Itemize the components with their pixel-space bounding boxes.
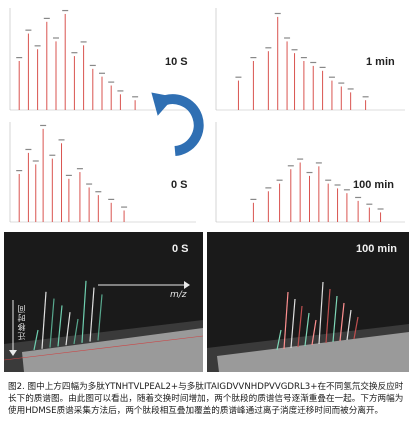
- mobility-peak: [57, 305, 63, 347]
- mobility-panel-100min: 100 min: [207, 232, 409, 372]
- spectrum-panel-10s: 10 S: [4, 4, 200, 116]
- spectrum-peak-tick: [132, 96, 139, 98]
- spectrum-peak-tick: [291, 49, 298, 51]
- spectrum-peak-tick: [300, 57, 307, 59]
- spectrum-peak-tick: [76, 168, 83, 170]
- spectrum-peak-tick: [86, 183, 93, 185]
- spectrum-peak-tick: [58, 139, 65, 141]
- mobility-panel-0s: 0 S m/z 迁移时间: [4, 232, 203, 372]
- mobility-plot-0s: [4, 280, 203, 372]
- spectrum-peak-tick: [89, 64, 96, 67]
- spectrum-plot-10s: [9, 8, 196, 111]
- spectrum-peak-tick: [328, 76, 335, 78]
- spectrum-peak-tick: [80, 41, 87, 43]
- cycle-arrow-icon: [145, 79, 207, 167]
- mobility-peak: [297, 305, 303, 348]
- spectrum-peak-tick: [121, 206, 128, 208]
- spectrum-peak-tick: [108, 198, 115, 200]
- spectrum-peak-tick: [99, 72, 105, 74]
- spectrum-peak-tick: [343, 189, 350, 191]
- mobility-peak: [339, 302, 345, 342]
- spectrum-peak-tick: [108, 81, 115, 83]
- mz-axis-arrow-icon: [98, 281, 190, 289]
- timepoint-label-mobility-100min: 100 min: [356, 243, 397, 255]
- spectrum-peak-tick: [71, 52, 78, 54]
- spectrum-peak-tick: [53, 37, 59, 39]
- mobility-peak: [89, 287, 95, 342]
- spectrum-peak-tick: [287, 165, 294, 167]
- mobility-peak: [97, 294, 103, 341]
- spectrum-peak-tick: [284, 37, 291, 39]
- spectrum-peak-tick: [310, 61, 317, 64]
- spectrum-peak-tick: [347, 88, 354, 90]
- spectrum-peak-tick: [250, 198, 257, 200]
- drift-axis-arrow-icon: [9, 300, 17, 356]
- spectrum-peak-tick: [65, 174, 72, 176]
- spectrum-peak-tick: [362, 96, 369, 98]
- spectrum-peak-tick: [250, 57, 257, 59]
- mobility-peak: [73, 318, 79, 345]
- mobility-peak: [33, 329, 39, 351]
- spectrum-peak-tick: [16, 57, 23, 59]
- spectrum-peak-tick: [319, 66, 326, 68]
- mz-axis-label: m/z: [170, 290, 187, 300]
- spectrum-peak-tick: [62, 9, 69, 12]
- spectrum-plot-1min: [215, 8, 405, 111]
- mobility-peak: [65, 312, 71, 346]
- spectrum-panel-0s: 0 S: [4, 118, 200, 228]
- spectrum-peak-tick: [265, 47, 272, 49]
- spectrum-plot-100min: [215, 122, 405, 223]
- mobility-plot-100min: [207, 281, 409, 372]
- spectrum-peak-tick: [95, 191, 102, 193]
- timepoint-label-10s: 10 S: [165, 56, 188, 68]
- spectrum-peak-tick: [325, 179, 332, 181]
- spectrum-peak-tick: [338, 82, 345, 84]
- spectrum-peak-tick: [25, 29, 32, 31]
- mobility-peak: [304, 312, 310, 347]
- spectrum-panel-100min: 100 min: [210, 118, 409, 228]
- spectrum-peak-tick: [306, 171, 313, 174]
- spectrum-panel-1min: 1 min: [210, 4, 409, 116]
- spectrum-peak-tick: [297, 158, 304, 160]
- spectrum-peak-tick: [274, 12, 281, 15]
- timepoint-label-100min: 100 min: [353, 179, 394, 191]
- spectrum-peak-tick: [16, 170, 23, 172]
- mobility-peak: [353, 316, 359, 340]
- spectrum-peak-tick: [117, 90, 124, 92]
- spectrum-peak-tick: [366, 203, 373, 205]
- spectrum-peak-tick: [235, 76, 242, 78]
- spectrum-peak-tick: [40, 124, 47, 127]
- drift-time-axis-label: 迁移时间: [17, 304, 26, 340]
- spectrum-peak-tick: [34, 45, 41, 47]
- timepoint-label-mobility-0s: 0 S: [172, 243, 189, 255]
- timepoint-label-0s: 0 S: [171, 179, 188, 191]
- timepoint-label-1min: 1 min: [366, 56, 395, 68]
- spectrum-peak-tick: [355, 196, 362, 199]
- spectrum-plot-0s: [9, 122, 196, 223]
- mobility-peak: [318, 281, 324, 345]
- mobility-peak: [311, 319, 317, 346]
- mobility-peak: [49, 298, 55, 348]
- mobility-peak: [81, 280, 87, 343]
- mobility-peak: [332, 295, 338, 343]
- spectrum-peak-tick: [265, 187, 272, 189]
- spectrum-peak-tick: [25, 148, 32, 151]
- mobility-peak: [346, 309, 352, 341]
- mobility-peak: [41, 291, 47, 349]
- mobility-peak: [283, 291, 289, 350]
- mobility-peak: [290, 298, 296, 349]
- spectrum-peak-tick: [43, 17, 50, 19]
- mobility-peak: [325, 288, 331, 344]
- spectrum-peak-tick: [49, 154, 56, 156]
- spectrum-peak-tick: [315, 162, 322, 164]
- mobility-peak: [276, 329, 282, 351]
- spectrum-peak-tick: [32, 160, 39, 162]
- spectrum-peak-tick: [276, 179, 283, 181]
- spectrum-peak-tick: [334, 184, 341, 186]
- spectrum-peak-tick: [377, 208, 384, 210]
- figure-caption: 图2. 图中上方四幅为多肽YTNHTVLPEAL2+与多肽ITAIGDVVNHD…: [8, 382, 404, 416]
